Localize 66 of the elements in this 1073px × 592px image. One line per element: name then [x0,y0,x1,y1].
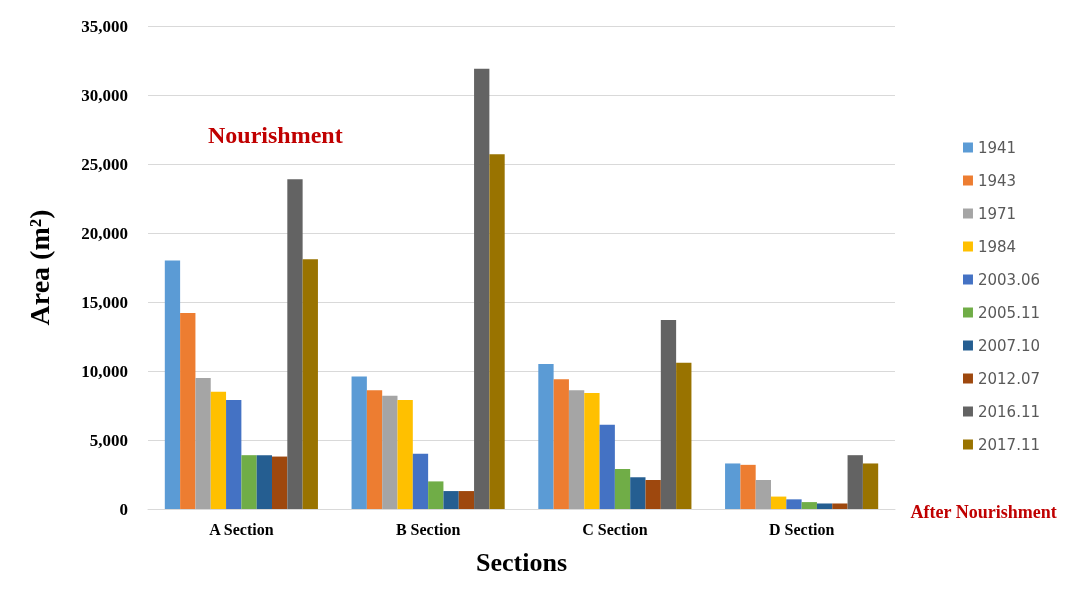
legend-label: 1941 [977,138,1017,157]
legend-label: 2012.07 [977,369,1040,388]
bar [771,496,787,509]
x-tick-label: B Section [395,520,461,538]
bar [382,395,398,509]
bar [474,68,490,509]
bar [816,503,833,509]
legend-label: 1984 [977,237,1017,256]
bar [366,390,383,509]
bar [210,391,227,509]
x-tick-label: C Section [582,520,648,538]
legend-label: 2003.06 [977,270,1040,289]
bar [614,468,631,509]
bar [755,480,771,509]
y-tick-label: 0 [119,499,128,519]
y-tick-label: 15,000 [81,292,128,312]
legend-label: 2017.11 [977,435,1040,454]
x-tick-label: A Section [209,520,274,538]
bar [786,499,802,509]
y-tick-label: 20,000 [81,223,128,243]
bar [553,379,569,509]
bar [584,393,600,509]
bar [740,464,756,509]
legend-label: 2005.11 [977,303,1040,322]
bar [832,503,848,509]
bar [538,364,554,509]
bar [568,390,585,509]
text: After Nourishment [910,502,1057,522]
bar [195,377,211,509]
y-tick-label: 25,000 [81,154,128,174]
bar [801,502,817,509]
bar [180,313,196,509]
annotation: Nourishment [208,122,343,148]
x-tick-label: D Section [768,520,835,538]
bar [164,260,181,509]
bar [287,179,303,509]
bar [660,319,677,509]
y-tick-label: 30,000 [81,85,128,105]
bar [302,259,318,509]
bar [489,154,505,509]
legend-label: 1971 [977,204,1017,223]
y-axis-title: Area (m²) [23,209,55,326]
legend-label: 1943 [977,171,1017,190]
bar [397,399,413,509]
bar [645,480,661,509]
bar [630,477,646,509]
legend-label: 2016.11 [977,402,1040,421]
bar [256,455,272,509]
bar [272,456,288,509]
y-tick-label: 5,000 [89,430,128,450]
legend-label: 2007.10 [977,336,1040,355]
bar [226,399,242,509]
bar [676,362,692,509]
bar [847,455,863,509]
x-axis-title: Sections [476,547,567,577]
bar [428,481,444,509]
bar [443,491,459,509]
y-tick-label: 35,000 [81,16,128,36]
bar [599,424,615,509]
bar [412,453,429,509]
bar [241,455,257,509]
bar [862,463,879,509]
bar [351,376,367,509]
bar [725,463,741,509]
y-tick-label: 10,000 [81,361,128,381]
bar [458,491,475,509]
